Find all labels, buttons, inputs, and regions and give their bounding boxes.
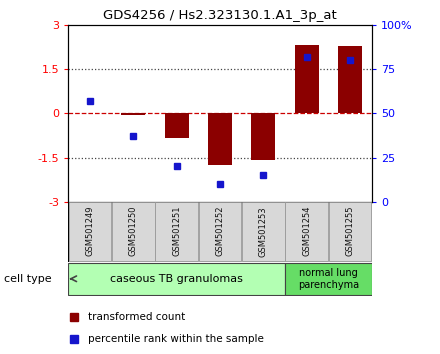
FancyBboxPatch shape xyxy=(329,202,371,261)
Text: GSM501253: GSM501253 xyxy=(259,206,268,257)
Text: GSM501251: GSM501251 xyxy=(172,206,181,257)
Bar xyxy=(338,46,362,113)
Bar xyxy=(251,113,275,160)
FancyBboxPatch shape xyxy=(286,202,328,261)
FancyBboxPatch shape xyxy=(155,202,198,261)
Text: GSM501252: GSM501252 xyxy=(216,206,224,257)
FancyBboxPatch shape xyxy=(68,202,372,262)
Bar xyxy=(121,113,145,115)
Bar xyxy=(208,113,232,165)
Text: GSM501250: GSM501250 xyxy=(129,206,138,257)
FancyBboxPatch shape xyxy=(199,202,241,261)
Text: percentile rank within the sample: percentile rank within the sample xyxy=(88,334,264,344)
FancyBboxPatch shape xyxy=(242,202,285,261)
Text: GSM501255: GSM501255 xyxy=(345,206,355,257)
FancyBboxPatch shape xyxy=(285,263,372,295)
Text: cell type: cell type xyxy=(4,274,52,284)
Text: normal lung
parenchyma: normal lung parenchyma xyxy=(298,268,359,290)
FancyBboxPatch shape xyxy=(68,263,285,295)
Text: GSM501254: GSM501254 xyxy=(302,206,311,257)
Text: caseous TB granulomas: caseous TB granulomas xyxy=(110,274,243,284)
Title: GDS4256 / Hs2.323130.1.A1_3p_at: GDS4256 / Hs2.323130.1.A1_3p_at xyxy=(103,9,337,22)
Text: GSM501249: GSM501249 xyxy=(85,206,95,257)
Text: transformed count: transformed count xyxy=(88,312,185,322)
FancyBboxPatch shape xyxy=(112,202,154,261)
Bar xyxy=(165,113,189,138)
FancyBboxPatch shape xyxy=(69,202,111,261)
Bar xyxy=(295,45,319,113)
